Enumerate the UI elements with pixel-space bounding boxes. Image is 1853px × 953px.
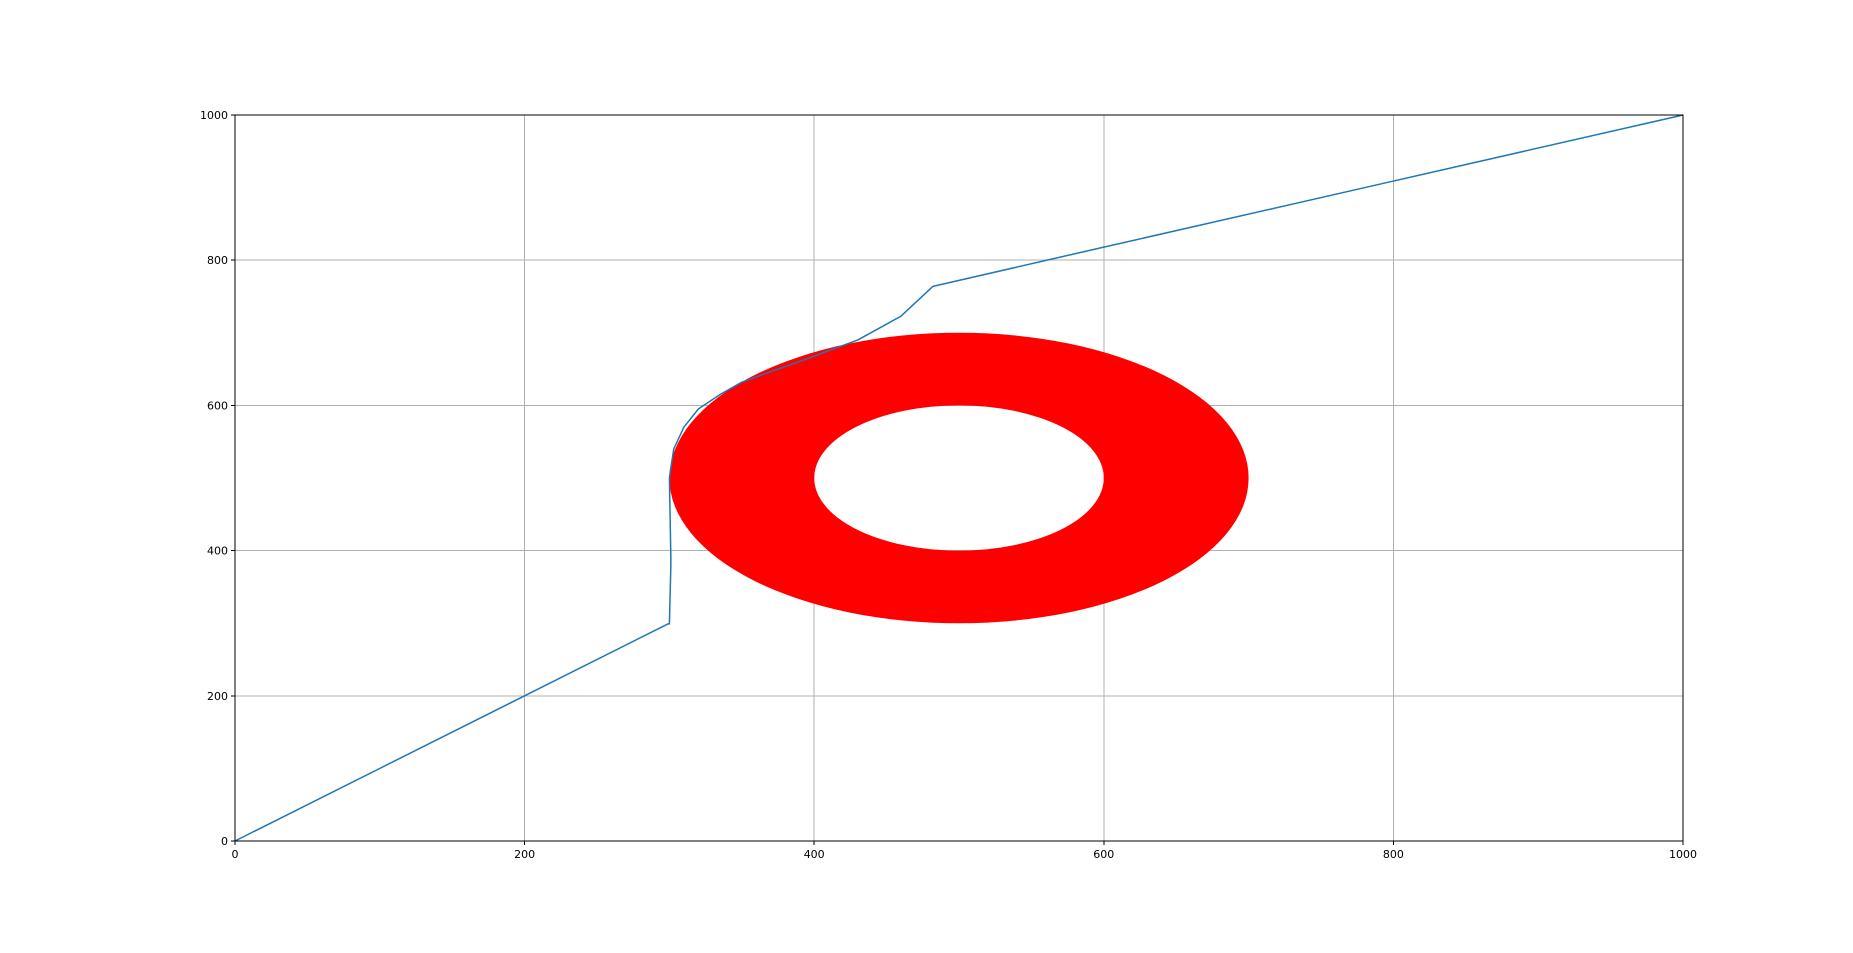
x-tick-label: 800: [1383, 848, 1404, 861]
y-tick-label: 200: [207, 690, 228, 703]
series-line: [234, 114, 1684, 842]
ring-shape: [669, 332, 1249, 624]
red-ring: [669, 332, 1249, 624]
x-tick-label: 200: [514, 848, 535, 861]
x-tick-label: 1000: [1669, 848, 1697, 861]
x-tick-label: 600: [1093, 848, 1114, 861]
y-axis-ticks: 0 200 400 600 800 1000: [200, 109, 235, 848]
y-tick-label: 800: [207, 254, 228, 267]
y-tick-label: 1000: [200, 109, 228, 122]
series-lines: [234, 114, 1684, 842]
x-tick-label: 0: [232, 848, 239, 861]
y-tick-label: 600: [207, 399, 228, 412]
x-tick-label: 400: [804, 848, 825, 861]
x-axis-ticks: 0 200 400 600 800 1000: [232, 841, 1697, 861]
axes-frame: [234, 114, 1684, 842]
y-tick-label: 400: [207, 545, 228, 558]
y-tick-label: 0: [221, 835, 228, 848]
